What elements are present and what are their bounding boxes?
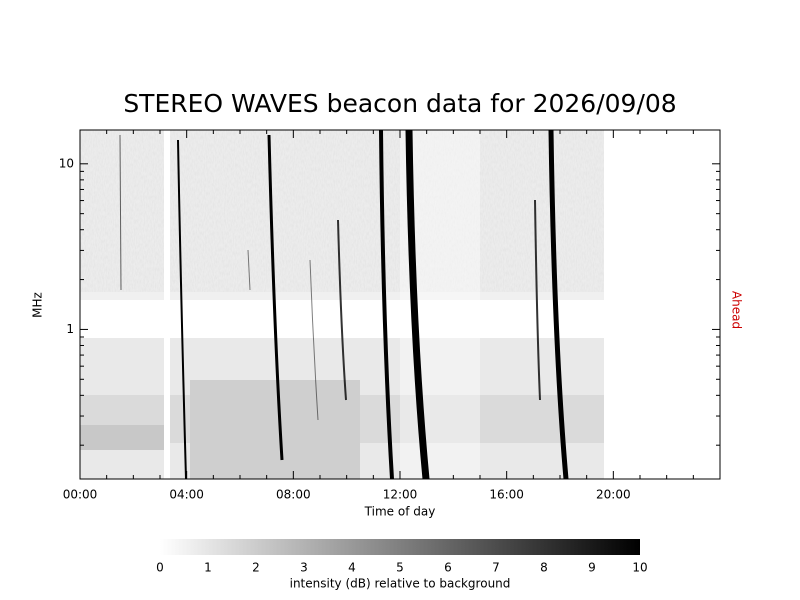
burst (405, 130, 430, 479)
spectrogram-image (80, 130, 604, 479)
colorbar-tick-label: 2 (252, 561, 260, 575)
colorbar-tick-label: 9 (588, 561, 596, 575)
y-tick-label: 10 (59, 156, 74, 170)
burst (379, 130, 394, 479)
burst (119, 134, 122, 291)
x-tick-label: 12:00 (383, 488, 418, 502)
chart-title: STEREO WAVES beacon data for 2026/09/08 (123, 89, 676, 118)
y-tick-label: 1 (66, 322, 74, 336)
background (190, 380, 360, 479)
spacecraft-label: Ahead (730, 291, 744, 329)
colorbar-label: intensity (dB) relative to background (290, 577, 511, 591)
colorbar-tick-label: 4 (348, 561, 356, 575)
colorbar-tick-label: 10 (632, 561, 647, 575)
noise (80, 130, 604, 292)
burst (548, 130, 569, 479)
colorbar (160, 539, 640, 555)
colorbar-tick-label: 1 (204, 561, 212, 575)
burst (247, 249, 251, 291)
burst (337, 219, 347, 401)
burst (177, 139, 187, 479)
x-tick-label: 00:00 (63, 488, 98, 502)
colorbar-tick-label: 7 (492, 561, 500, 575)
x-tick-label: 08:00 (276, 488, 311, 502)
burst (267, 134, 284, 461)
colorbar-tick-label: 3 (300, 561, 308, 575)
x-tick-label: 16:00 (489, 488, 524, 502)
colorbar-tick-label: 8 (540, 561, 548, 575)
burst (309, 259, 319, 421)
background (80, 292, 604, 300)
x-axis-label: Time of day (364, 505, 436, 519)
x-tick-label: 20:00 (596, 488, 631, 502)
burst (534, 199, 541, 401)
colorbar-tick-label: 0 (156, 561, 164, 575)
bursts (119, 130, 569, 479)
colorbar-tick-label: 6 (444, 561, 452, 575)
x-tick-label: 04:00 (169, 488, 204, 502)
data-gap (164, 130, 170, 479)
colorbar-tick-label: 5 (396, 561, 404, 575)
y-axis-label: MHz (31, 292, 45, 318)
background (80, 425, 165, 450)
